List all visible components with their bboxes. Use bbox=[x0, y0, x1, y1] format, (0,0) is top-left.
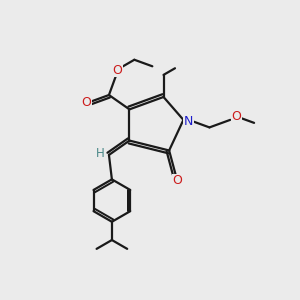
Text: N: N bbox=[184, 115, 193, 128]
Text: O: O bbox=[81, 96, 91, 109]
Text: O: O bbox=[231, 110, 241, 123]
Text: H: H bbox=[96, 147, 105, 160]
Text: O: O bbox=[172, 174, 182, 187]
Text: O: O bbox=[112, 64, 122, 77]
